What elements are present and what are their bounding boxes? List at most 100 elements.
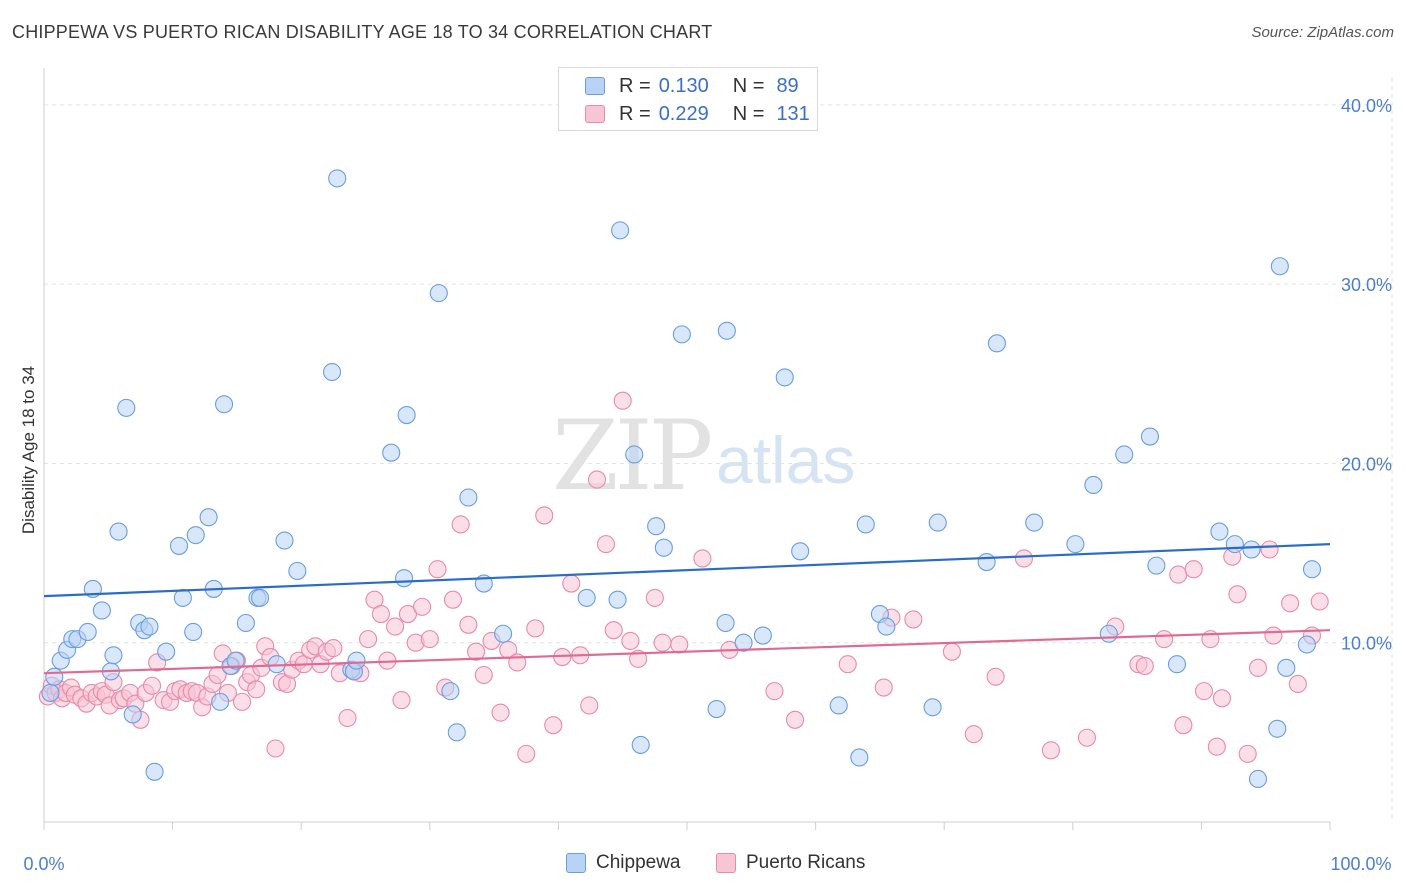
stats-box: R = 0.130 N = 89 R = 0.229 N = 131 [558,67,818,131]
axis-layer [43,68,1331,830]
chippewa-point [226,651,245,670]
y-tick-label: 10.0% [1341,634,1392,654]
chippewa-point [92,601,111,620]
puerto-ricans-point [1014,549,1033,568]
puerto-ricans-point [653,633,672,652]
chippewa-point [397,405,416,425]
puerto-ricans-point [580,696,599,715]
puerto-ricans-point [1169,565,1188,584]
stats-row-chippewa: R = 0.130 N = 89 [559,72,799,100]
puerto-ricans-point [474,665,493,685]
puerto-ricans-point [1174,716,1193,735]
puerto-ricans-point [670,635,689,654]
puerto-ricans-point [604,621,623,640]
chart-title: CHIPPEWA VS PUERTO RICAN DISABILITY AGE … [12,22,713,42]
y-tick-label: 40.0% [1341,96,1392,116]
puerto-ricans-point [1288,674,1307,694]
r-label: R = [619,102,651,125]
chippewa-point [1248,769,1268,789]
puerto-ricans-point [964,725,983,744]
puerto-ricans-point [386,617,405,636]
puerto-ricans-point [629,649,648,668]
puerto-ricans-point [838,655,857,674]
chippewa-point [173,588,192,607]
y-tick-label: 30.0% [1341,275,1392,295]
chippewa-point [41,683,60,702]
puerto-ricans-point [1194,682,1214,701]
puerto-ricans-point [785,710,805,729]
chippewa-point [625,445,644,464]
puerto-ricans-point [1281,594,1300,613]
chippewa-point [1084,475,1103,495]
puerto-ricans-point [1310,592,1329,611]
chippewa-point [395,569,414,588]
chippewa-point [1270,257,1289,276]
chippewa-point [145,762,164,781]
puerto-ricans-legend-swatch [716,853,736,873]
puerto-ricans-point [517,744,536,763]
chippewa-point [987,334,1006,353]
puerto-ricans-point [451,515,470,534]
puerto-ricans-point [1228,585,1247,604]
puerto-ricans-point [1248,658,1268,677]
chippewa-trend-line [43,543,1331,598]
puerto-ricans-points [38,391,1329,763]
chippewa-point [1225,535,1244,554]
chippewa-point [382,443,401,462]
puerto-ricans-point [266,739,285,758]
chippewa-point [78,622,97,642]
chippewa-point [1242,540,1261,559]
chippewa-point [753,626,772,645]
chippewa-point [577,588,596,607]
chippewa-point [275,531,294,550]
chippewa-point [672,325,691,344]
chippewa-swatch [585,77,605,95]
chippewa-point [1115,445,1134,464]
chippewa-point [447,723,466,742]
chippewa-point [734,633,753,652]
legend-puerto-ricans[interactable]: Puerto Ricans [716,852,865,874]
n-label: N = [732,102,765,125]
chippewa-point [923,698,942,717]
x-tick-label: 100.0% [1330,854,1391,874]
chippewa-point [459,488,478,507]
chippewa-point [1277,658,1296,677]
puerto-ricans-point [359,630,378,649]
chippewa-point [441,682,460,701]
chippewa-point [977,552,996,572]
chippewa-point [850,748,869,767]
chippewa-point [1167,655,1187,674]
chippewa-point [45,667,64,686]
y-axis-label: Disability Age 18 to 34 [19,366,38,534]
puerto-ricans-point [562,574,581,593]
label-layer: 10.0% 20.0% 30.0% 40.0% 0.0% 100.0% Disability… [19,96,1392,874]
legend-label: Puerto Ricans [746,852,866,873]
puerto-ricans-point [1238,744,1257,763]
puerto-ricans-point [491,703,510,722]
chippewa-point [1302,560,1322,579]
chippewa-point [654,538,673,557]
chippewa-point [199,508,218,527]
puerto-ricans-swatch [585,105,605,123]
puerto-ricans-point [467,642,486,661]
chippewa-point [608,590,627,609]
chippewa-point [716,613,735,633]
puerto-ricans-point [1260,540,1279,559]
chippewa-point [429,284,448,303]
trend-layer [43,543,1331,675]
chippewa-point [791,542,810,561]
legend-chippewa[interactable]: Chippewa [566,852,681,874]
chippewa-point [117,398,136,417]
puerto-ricans-point [942,642,961,661]
chippewa-point [140,617,159,636]
puerto-ricans-point [398,604,417,624]
chippewa-point [1268,719,1287,738]
chippewa-point [1140,427,1160,446]
chippewa-point [928,513,947,532]
puerto-ricans-point [645,588,664,607]
chippewa-point [157,642,176,661]
puerto-ricans-point [535,506,554,525]
legend-label: Chippewa [596,852,681,873]
chippewa-point [1099,624,1118,643]
